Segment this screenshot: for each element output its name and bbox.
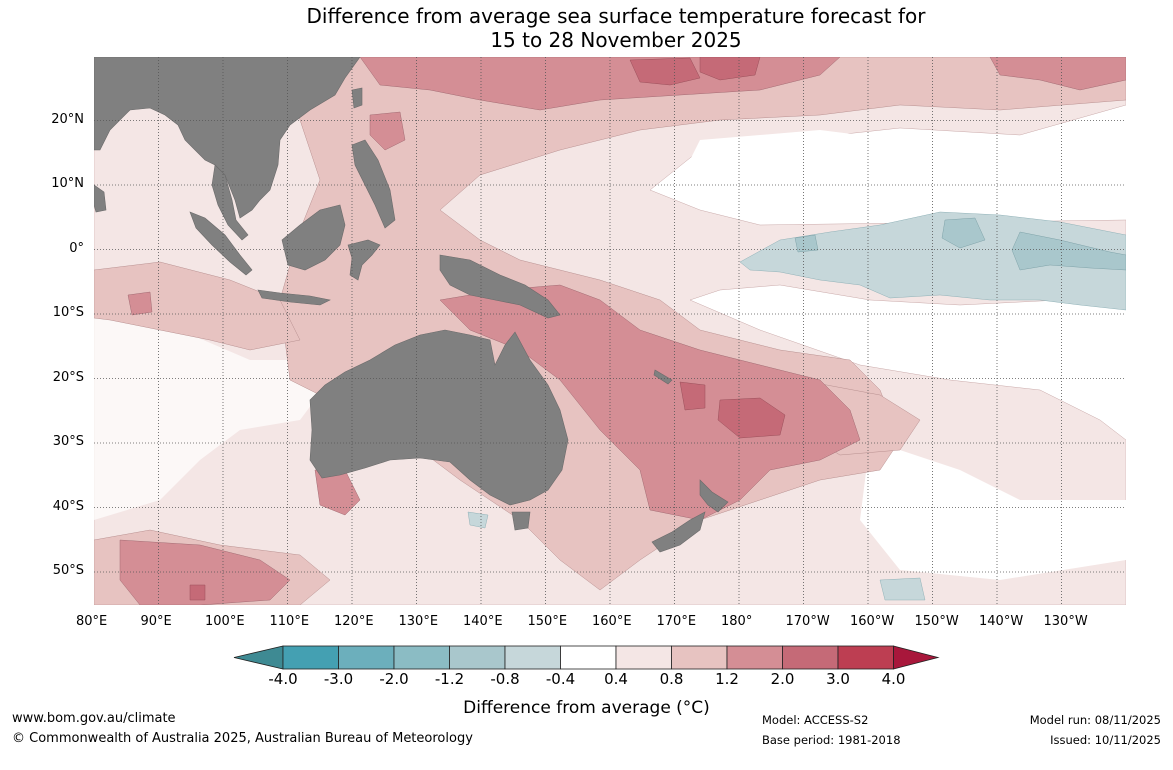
chart-title-line1: Difference from average sea surface temp… [306, 4, 926, 28]
colorbar-tick-label: -1.2 [434, 670, 465, 688]
colorbar-tick-label: -0.8 [490, 670, 520, 688]
colorbar-segment [338, 645, 395, 670]
land-new-zealand-south [651, 511, 706, 553]
colorbar-tick-label: 3.0 [826, 670, 850, 688]
lon-label: 100°E [205, 614, 245, 629]
lon-label: 120°E [334, 614, 374, 629]
gridlines [94, 57, 1126, 605]
colorbar-segment [560, 645, 617, 670]
colorbar-segment [615, 645, 672, 670]
colorbar-high-extension [893, 645, 940, 670]
lat-label: 0° [69, 240, 84, 256]
model-name: Model: ACCESS-S2 [762, 713, 869, 727]
lon-label: 160°E [592, 614, 632, 629]
colorbar-tick-label: 1.2 [715, 670, 739, 688]
lon-label: 170°W [785, 614, 830, 629]
land-borneo [281, 204, 346, 271]
lon-label: 150°W [914, 614, 959, 629]
anomaly-cool-08-12 [794, 217, 1126, 271]
lon-label: 150°E [527, 614, 568, 629]
issued-date: Issued: 10/11/2025 [1050, 733, 1161, 747]
lat-label: 20°N [51, 111, 84, 127]
colorbar-segment [671, 645, 728, 670]
land-new-caledonia [653, 369, 673, 385]
land-java [257, 289, 331, 306]
colorbar-tick-label: -0.4 [545, 670, 576, 688]
lat-label: 10°S [52, 305, 84, 320]
anomaly-warm-12-20 [119, 57, 1126, 605]
lon-label: 140°W [979, 614, 1024, 629]
lon-label: 140°E [463, 614, 503, 629]
base-period: Base period: 1981-2018 [762, 733, 901, 747]
anomaly-neutral [94, 130, 1126, 580]
model-run-date: Model run: 08/11/2025 [1029, 713, 1161, 727]
land-taiwan [351, 87, 363, 109]
land-malay-peninsula [211, 164, 249, 241]
colorbar-low-extension [233, 645, 284, 670]
land-new-zealand-north [699, 479, 729, 513]
website-link[interactable]: www.bom.gov.au/climate [12, 711, 176, 726]
lat-label: 30°S [52, 434, 84, 449]
colorbar-segment [726, 645, 783, 670]
lon-label: 130°W [1043, 614, 1088, 629]
lon-label: 90°E [140, 614, 172, 629]
lat-label: 40°S [52, 498, 84, 514]
lon-label: 160°W [850, 614, 895, 629]
colorbar-tick-label: -4.0 [268, 670, 298, 688]
land-sri-lanka [94, 184, 107, 213]
anomaly-warm-20-30 [189, 57, 786, 601]
colorbar-segment [837, 645, 894, 670]
lat-label: 20°S [52, 369, 84, 385]
lat-label: 50°S [52, 563, 84, 578]
colorbar-tick-label: 2.0 [770, 670, 795, 688]
colorbar-tick-label: 0.4 [604, 670, 628, 688]
colorbar-segment [282, 645, 339, 670]
landmass [94, 57, 729, 553]
colorbar-segment [393, 645, 450, 670]
lon-label: 170°E [656, 614, 697, 629]
lon-label: 130°E [398, 614, 439, 629]
lon-label: 80°E [76, 614, 108, 629]
colorbar-segment [449, 645, 506, 670]
colorbar-segment [504, 645, 561, 670]
land-philippines [351, 139, 396, 229]
colorbar-tick-label: -3.0 [323, 670, 354, 688]
colorbar-tick-label: 4.0 [881, 670, 906, 688]
lon-label: 110°E [269, 614, 310, 629]
colorbar [233, 645, 940, 670]
chart-title-line2: 15 to 28 November 2025 [490, 28, 742, 52]
lon-label: 180° [721, 614, 753, 629]
land-tasmania [511, 511, 531, 531]
chart-title: Difference from average sea surface temp… [0, 4, 1173, 52]
land-sumatra [189, 211, 253, 276]
lat-label: 10°N [51, 176, 84, 191]
colorbar-tick-label: 0.8 [659, 670, 684, 688]
copyright-notice: © Commonwealth of Australia 2025, Austra… [12, 731, 473, 746]
colorbar-tick-label: -2.0 [379, 670, 409, 688]
colorbar-title: Difference from average (°C) [463, 698, 710, 718]
land-sulawesi [347, 239, 381, 281]
colorbar-segment [782, 645, 839, 670]
land-australia [309, 329, 569, 506]
land-asia [94, 57, 361, 219]
land-new-guinea [439, 254, 561, 319]
